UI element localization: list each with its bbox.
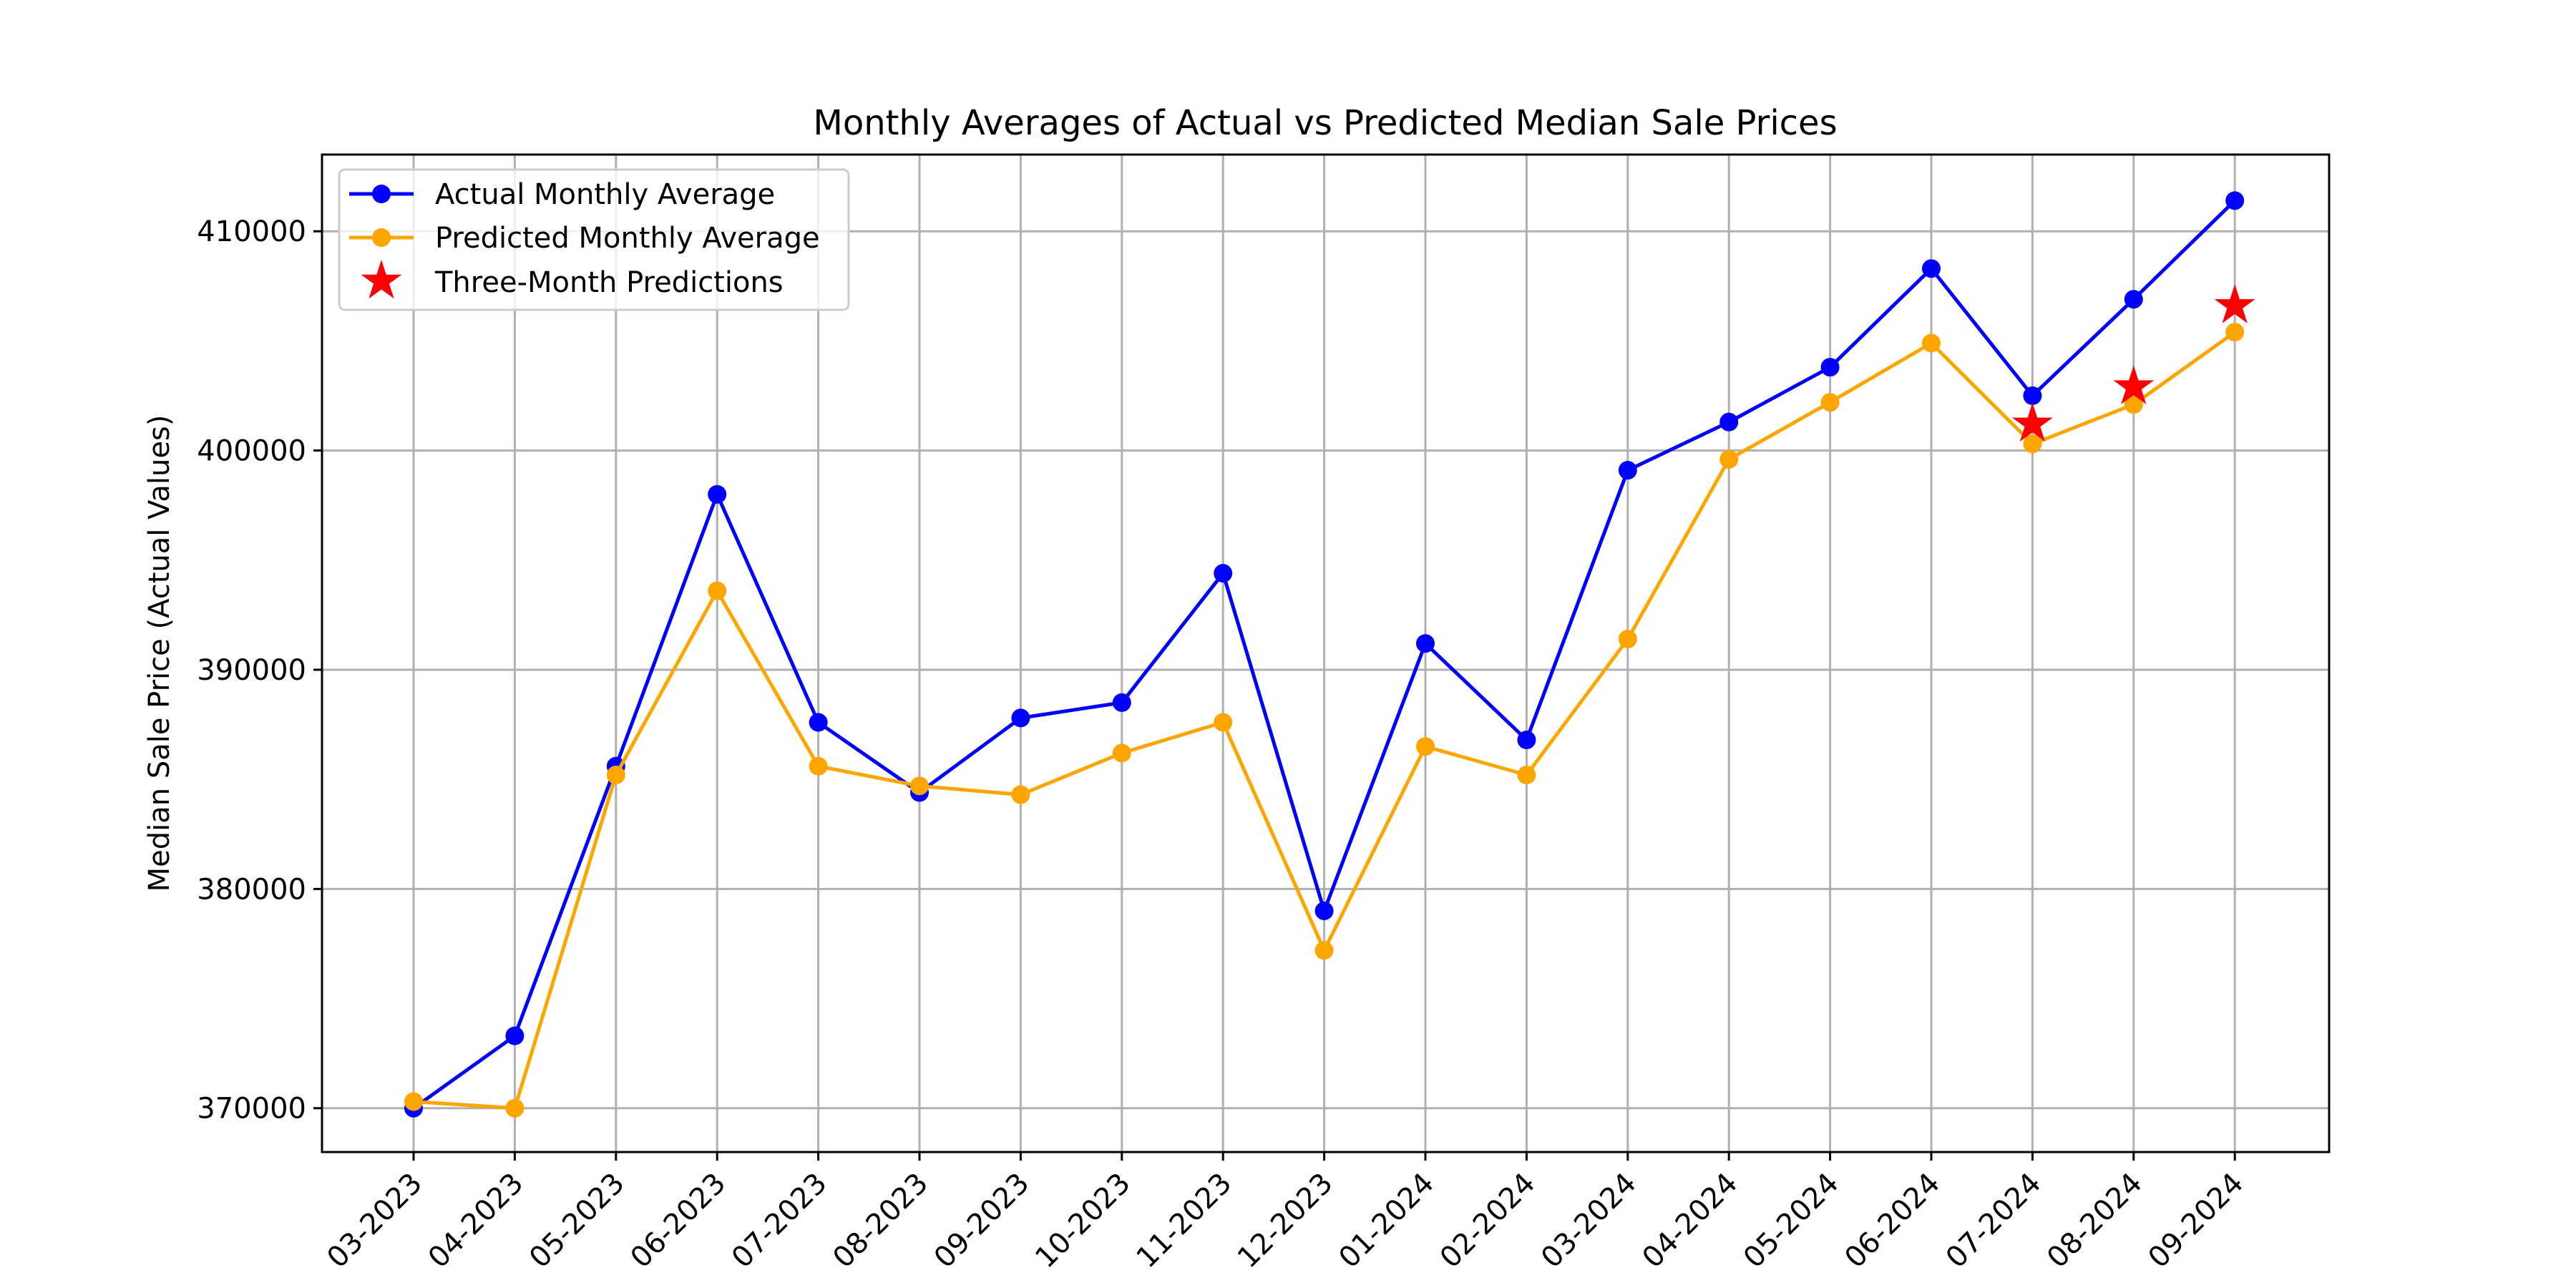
data-point-actual [809, 713, 828, 732]
data-point-actual [1719, 412, 1739, 431]
data-point-actual [1517, 731, 1536, 750]
data-point-actual [1922, 259, 1941, 278]
legend-box [338, 168, 850, 311]
data-point-actual [1214, 564, 1233, 583]
data-point-predicted [1011, 785, 1030, 804]
series-actual [404, 191, 2245, 1118]
data-point-predicted [404, 1092, 423, 1111]
legend-marker-star-icon [361, 260, 402, 299]
legend-marker-predicted [372, 228, 391, 247]
legend-label-three-month: Three-Month Predictions [434, 266, 784, 299]
y-axis-label: Median Sale Price (Actual Values) [143, 415, 176, 892]
legend-label-actual: Actual Monthly Average [435, 178, 775, 211]
data-point-predicted [505, 1098, 525, 1118]
series-predicted [404, 323, 2245, 1118]
data-point-actual [1011, 708, 1030, 728]
data-point-predicted [606, 766, 625, 785]
data-point-star [2214, 284, 2255, 323]
series-three-month [2011, 284, 2255, 442]
data-point-predicted [1214, 713, 1233, 732]
y-tick-label: 400000 [197, 435, 306, 468]
legend-item-predicted: Predicted Monthly Average [349, 222, 820, 255]
data-point-actual [708, 484, 727, 504]
data-point-predicted [1416, 737, 1435, 756]
data-point-actual [2023, 386, 2042, 406]
data-point-actual [1618, 461, 1637, 480]
data-point-predicted [1517, 766, 1536, 785]
data-point-actual [2225, 191, 2245, 210]
data-point-actual [1112, 693, 1131, 712]
y-tick-label: 410000 [197, 215, 306, 248]
chart-title: Monthly Averages of Actual vs Predicted … [813, 103, 1837, 143]
legend-item-three-month: Three-Month Predictions [361, 260, 784, 299]
data-point-predicted [2124, 395, 2143, 414]
data-point-predicted [708, 581, 727, 600]
y-tick-label: 380000 [197, 873, 306, 906]
legend-item-actual: Actual Monthly Average [349, 178, 775, 211]
data-point-actual [2124, 290, 2143, 309]
data-point-predicted [1922, 333, 1941, 353]
data-point-predicted [1314, 941, 1334, 960]
data-point-predicted [1112, 743, 1131, 763]
data-point-predicted [1719, 449, 1739, 469]
data-point-actual [1416, 634, 1435, 653]
data-point-predicted [2023, 434, 2042, 454]
data-point-star [2113, 365, 2155, 404]
series [404, 191, 2255, 1118]
plot-frame [321, 153, 2331, 1153]
data-point-predicted [1618, 630, 1637, 649]
data-point-predicted [1820, 393, 1840, 412]
data-point-predicted [910, 776, 929, 796]
legend-marker-actual [372, 185, 391, 203]
legend-label-predicted: Predicted Monthly Average [435, 222, 820, 255]
data-point-predicted [809, 756, 828, 776]
legend: Actual Monthly Average Predicted Monthly… [338, 168, 850, 311]
data-point-star [2011, 402, 2053, 442]
y-axis-ticks: 370000 380000 390000 400000 410000 [197, 215, 322, 1126]
y-tick-label: 370000 [197, 1093, 306, 1126]
data-point-predicted [2225, 323, 2245, 342]
data-point-actual [1314, 901, 1334, 920]
data-point-actual [1820, 358, 1840, 377]
y-tick-label: 390000 [197, 654, 306, 687]
data-point-actual [505, 1026, 525, 1045]
